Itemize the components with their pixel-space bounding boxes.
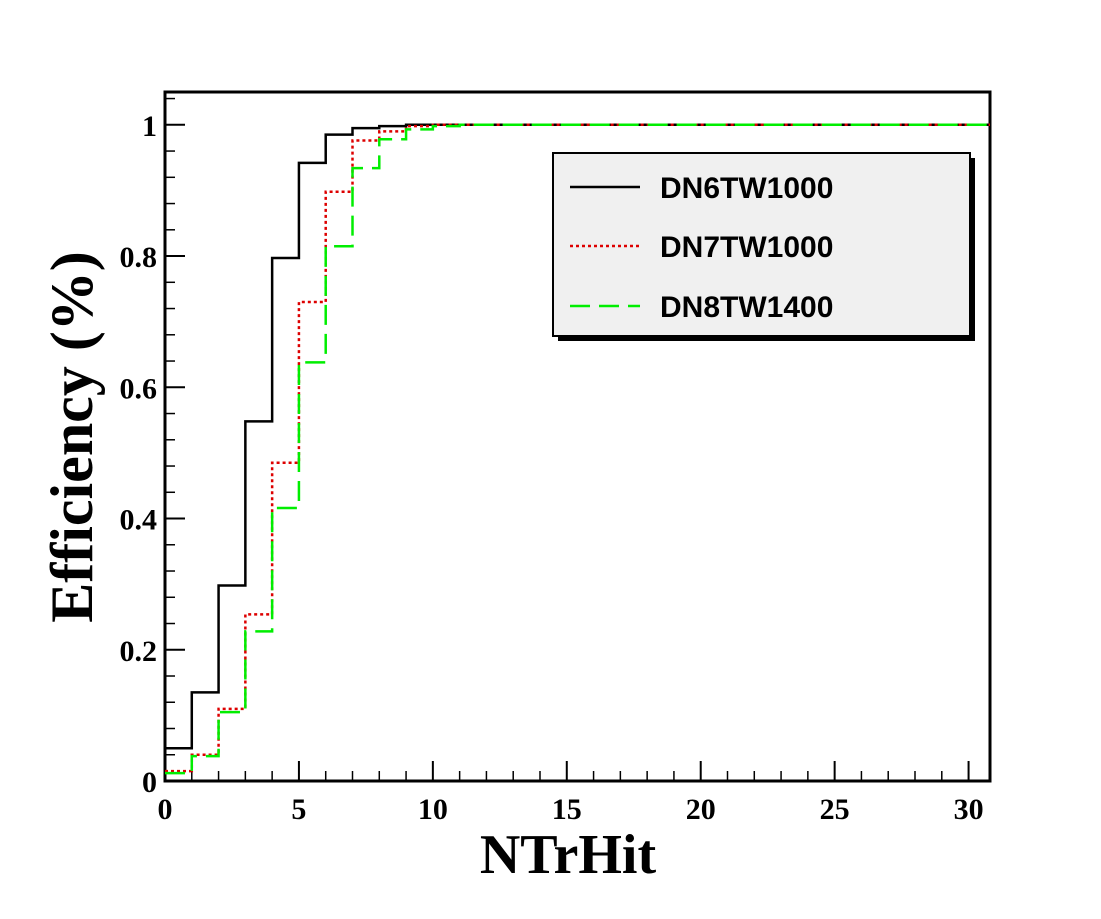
major-ticks (164, 123, 970, 782)
y-tick-label: 0 (142, 766, 157, 799)
x-tick-labels: 0 5 10 15 20 25 30 (158, 793, 984, 826)
x-tick-label: 20 (686, 793, 716, 826)
y-axis-title: Efficiency (%) (39, 251, 105, 623)
series-line-dn7tw1000 (165, 123, 990, 773)
x-tick-label: 5 (291, 793, 306, 826)
series-line-dn8tw1400 (165, 123, 990, 775)
x-tick-label: 30 (954, 793, 984, 826)
y-tick-label: 1 (142, 110, 157, 143)
legend-box (552, 152, 971, 337)
legend-label: DN6TW1000 (660, 172, 833, 205)
legend-label: DN7TW1000 (660, 231, 833, 264)
x-tick-label: 10 (418, 793, 448, 826)
y-tick-label: 0.4 (120, 504, 158, 537)
y-tick-label: 0.2 (120, 635, 158, 668)
y-tick-labels: 0 0.2 0.4 0.6 0.8 1 (120, 110, 158, 799)
legend-label: DN8TW1400 (660, 291, 833, 324)
legend: DN6TW1000 DN7TW1000 DN8TW1400 (552, 152, 975, 341)
x-tick-label: 0 (158, 793, 173, 826)
x-tick-label: 15 (552, 793, 582, 826)
x-tick-label: 25 (820, 793, 850, 826)
minor-ticks (165, 97, 943, 781)
y-tick-label: 0.8 (120, 241, 158, 274)
x-axis-title: NTrHit (480, 824, 657, 886)
series-lines (165, 123, 990, 775)
y-tick-label: 0.6 (120, 372, 158, 405)
